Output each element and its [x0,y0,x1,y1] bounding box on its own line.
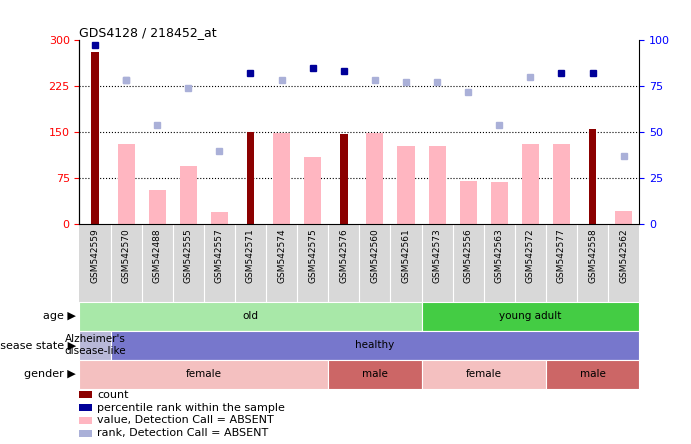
Text: GSM542561: GSM542561 [401,228,410,283]
Bar [211,212,228,224]
Text: age ▶: age ▶ [43,311,76,321]
Bar [546,360,639,388]
Text: GSM542560: GSM542560 [370,228,379,283]
Bar [428,146,446,224]
Bar [366,133,384,224]
Bar [79,391,92,398]
Bar [91,52,99,224]
Text: GSM542562: GSM542562 [619,228,628,283]
Bar [79,404,92,411]
Text: GSM542556: GSM542556 [464,228,473,283]
Bar [247,132,254,224]
Text: value, Detection Call = ABSENT: value, Detection Call = ABSENT [97,416,274,425]
Text: GSM542555: GSM542555 [184,228,193,283]
Text: GSM542570: GSM542570 [122,228,131,283]
Text: GDS4128 / 218452_at: GDS4128 / 218452_at [79,26,217,39]
Text: female: female [466,369,502,379]
Text: male: male [580,369,605,379]
Bar [522,144,539,224]
Text: GSM542571: GSM542571 [246,228,255,283]
Bar [460,181,477,224]
Bar [79,331,111,360]
Text: Alzheimer's
disease-like: Alzheimer's disease-like [64,334,126,356]
Text: GSM542559: GSM542559 [91,228,100,283]
Bar [79,417,92,424]
Bar [589,129,596,224]
Bar [340,134,348,224]
Bar [149,190,166,224]
Text: GSM542572: GSM542572 [526,228,535,283]
Bar [422,360,546,388]
Bar [273,133,290,224]
Text: old: old [243,311,258,321]
Bar [615,211,632,224]
Bar [79,302,422,331]
Text: GSM542488: GSM542488 [153,228,162,283]
Bar [180,166,197,224]
Text: GSM542573: GSM542573 [433,228,442,283]
Bar [328,360,422,388]
Text: percentile rank within the sample: percentile rank within the sample [97,403,285,412]
Bar [79,360,328,388]
Bar [304,157,321,224]
Text: GSM542577: GSM542577 [557,228,566,283]
Text: GSM542557: GSM542557 [215,228,224,283]
Text: GSM542576: GSM542576 [339,228,348,283]
Text: count: count [97,390,129,400]
Bar [117,144,135,224]
Text: rank, Detection Call = ABSENT: rank, Detection Call = ABSENT [97,428,269,438]
Text: healthy: healthy [355,340,395,350]
Text: female: female [186,369,222,379]
Text: GSM542574: GSM542574 [277,228,286,283]
Text: young adult: young adult [499,311,562,321]
Bar [397,146,415,224]
Text: GSM542575: GSM542575 [308,228,317,283]
Text: disease state ▶: disease state ▶ [0,340,76,350]
Text: male: male [362,369,388,379]
Text: GSM542563: GSM542563 [495,228,504,283]
Bar [422,302,639,331]
Bar [491,182,508,224]
Text: gender ▶: gender ▶ [24,369,76,379]
Bar [553,144,570,224]
Bar [79,430,92,437]
Text: GSM542558: GSM542558 [588,228,597,283]
